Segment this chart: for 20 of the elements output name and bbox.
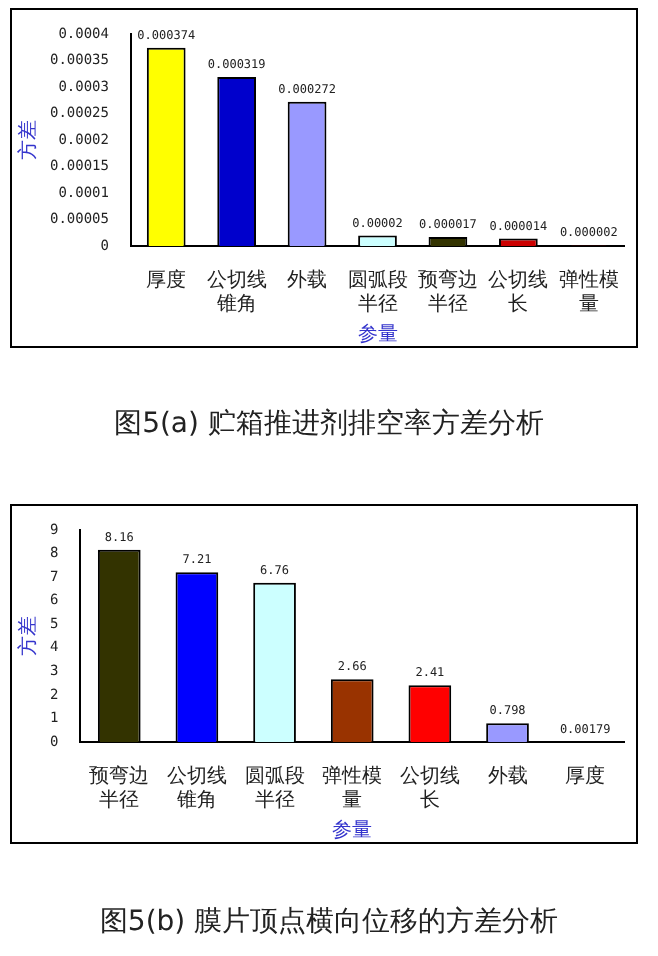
x-tick-label: 弹性模量 — [558, 267, 619, 316]
x-tick-label: 圆弧段半径 — [244, 763, 305, 812]
x-tick-label: 外载 — [287, 267, 328, 292]
y-axis-title: 方差 — [15, 616, 40, 656]
x-axis-title: 参量 — [332, 817, 373, 842]
x-tick-label: 预弯边半径 — [417, 267, 478, 316]
y-axis-title: 方差 — [15, 120, 40, 160]
caption: 图5(a) 贮箱推进剂排空率方差分析 — [112, 406, 546, 442]
x-tick-label: 公切线长 — [488, 267, 549, 316]
x-tick-label: 公切线锥角 — [166, 763, 227, 812]
x-tick-label: 公切线长 — [399, 763, 460, 812]
x-axis-title: 参量 — [357, 321, 398, 346]
caption: 图5(b) 膜片顶点横向位移的方差分析 — [97, 904, 561, 940]
x-tick-label: 公切线锥角 — [206, 267, 267, 316]
x-tick-label: 弹性模量 — [322, 763, 383, 812]
x-tick-label: 外载 — [487, 763, 528, 788]
x-tick-label: 圆弧段半径 — [347, 267, 408, 316]
x-tick-label: 预弯边半径 — [89, 763, 150, 812]
x-tick-label: 厚度 — [146, 267, 187, 292]
x-tick-label: 厚度 — [565, 763, 606, 788]
